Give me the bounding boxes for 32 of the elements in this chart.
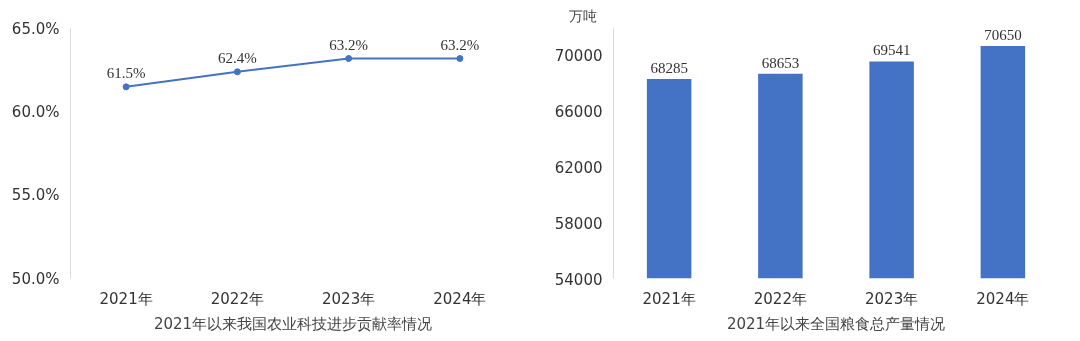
y-tick-label: 55.0% bbox=[11, 186, 60, 205]
data-label: 69541 bbox=[872, 42, 911, 59]
x-tick-label: 2021年 bbox=[642, 289, 696, 308]
data-label: 68653 bbox=[761, 54, 800, 71]
x-tick-label: 2022年 bbox=[753, 289, 807, 308]
data-label: 68285 bbox=[650, 59, 688, 76]
x-axis-title: 2021年以来全国粮食总产量情况 bbox=[726, 314, 946, 333]
y-tick-label: 54000 bbox=[554, 270, 603, 289]
x-tick-label: 2023年 bbox=[322, 289, 376, 308]
data-label: 62.4% bbox=[218, 49, 257, 66]
y-tick-label: 50.0% bbox=[11, 269, 60, 288]
x-axis-title: 2021年以来我国农业科技进步贡献率情况 bbox=[153, 314, 433, 333]
point bbox=[345, 55, 353, 62]
x-tick-label: 2023年 bbox=[865, 289, 919, 308]
y-axis-title: 万吨 bbox=[568, 7, 597, 24]
data-label: 70650 bbox=[984, 26, 1022, 43]
y-tick-label: 70000 bbox=[554, 47, 603, 66]
y-tick-label: 60.0% bbox=[11, 102, 60, 121]
data-label: 63.2% bbox=[440, 36, 480, 53]
point bbox=[456, 55, 464, 62]
x-tick-label: 2024年 bbox=[433, 289, 487, 308]
x-tick-label: 2021年 bbox=[99, 289, 153, 308]
y-tick-label: 65.0% bbox=[11, 19, 60, 38]
point bbox=[122, 83, 130, 91]
x-tick-label: 2022年 bbox=[210, 289, 264, 308]
x-tick-label: 2024年 bbox=[976, 289, 1030, 308]
y-tick-label: 58000 bbox=[554, 214, 603, 233]
y-tick-label: 62000 bbox=[554, 158, 603, 177]
data-label: 63.2% bbox=[329, 36, 368, 53]
y-tick-label: 66000 bbox=[554, 102, 603, 121]
data-label: 61.5% bbox=[106, 64, 146, 81]
point bbox=[233, 68, 241, 76]
